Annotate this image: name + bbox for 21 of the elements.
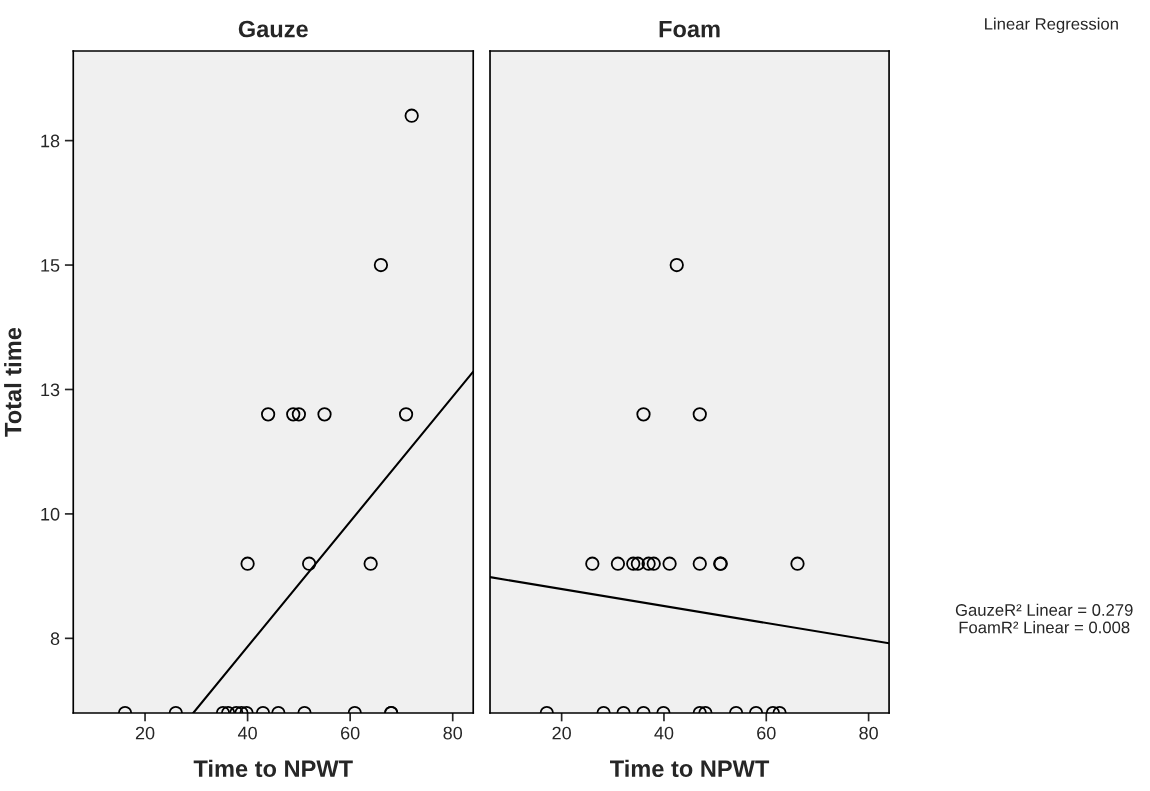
x-tick-label: 60 — [757, 726, 776, 740]
x-tick-label: 20 — [135, 726, 155, 740]
text: Linear Regression — [985, 17, 1118, 34]
chart-title: Foam — [659, 20, 720, 38]
x-tick-label: 60 — [341, 726, 360, 740]
x-tick-label: 40 — [237, 726, 257, 740]
chart-title: Gauze — [238, 20, 308, 38]
y-tick-label: 15 — [41, 259, 60, 272]
y-tick-label: 13 — [41, 383, 60, 397]
text: FoamR² Linear = 0.008 — [959, 621, 1130, 634]
y-axis-title: Total time — [4, 327, 22, 437]
x-axis-title: Time to NPWT — [193, 759, 353, 778]
x-axis-title: Time to NPWT — [610, 759, 770, 778]
x-tick-label: 40 — [654, 726, 674, 740]
x-tick-label: 20 — [552, 726, 571, 740]
x-tick-label: 80 — [859, 726, 878, 740]
y-tick-label: 18 — [41, 134, 60, 148]
x-tick-label: 80 — [443, 726, 463, 740]
text: GauzeR² Linear = 0.279 — [955, 603, 1133, 616]
y-tick-label: 8 — [50, 632, 60, 646]
y-tick-label: 10 — [41, 507, 60, 521]
